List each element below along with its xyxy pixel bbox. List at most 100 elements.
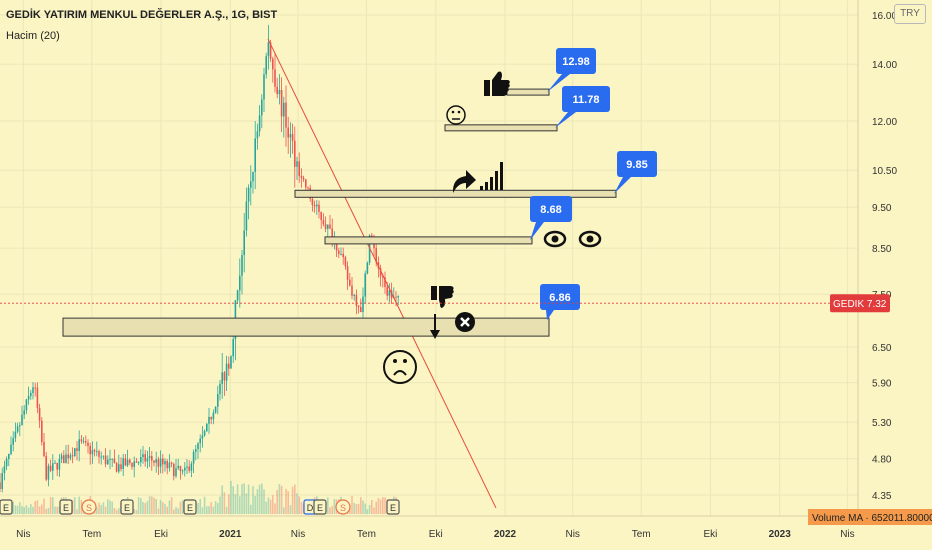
volume-bar bbox=[34, 501, 36, 514]
volume-bar bbox=[100, 504, 102, 514]
y-tick-label: 5.30 bbox=[872, 418, 892, 429]
currency-badge[interactable]: TRY bbox=[894, 4, 926, 24]
candle-body bbox=[342, 253, 344, 258]
candle-body bbox=[360, 307, 362, 312]
x-tick-label: 2021 bbox=[219, 529, 242, 540]
volume-bar bbox=[162, 502, 164, 514]
earnings-marker: E bbox=[120, 499, 134, 515]
candle-body bbox=[206, 423, 208, 432]
volume-bar bbox=[327, 497, 329, 514]
candle-body bbox=[263, 74, 265, 100]
volume-bar bbox=[285, 488, 287, 514]
volume-bar bbox=[331, 506, 333, 514]
candle-body bbox=[305, 179, 307, 188]
candle-body bbox=[111, 458, 113, 460]
candle-body bbox=[34, 387, 36, 389]
x-tick-label: 2022 bbox=[494, 529, 517, 540]
candle-body bbox=[313, 205, 316, 207]
candle-body bbox=[16, 426, 19, 432]
callout-label: 9.85 bbox=[626, 159, 647, 171]
thumbs-up-part bbox=[484, 80, 490, 96]
axis-labels: GEDIK 7.32 Volume MA · 652011.80000 bbox=[0, 294, 932, 525]
volume-bar bbox=[25, 505, 28, 514]
volume-bar bbox=[201, 507, 204, 514]
candle-body bbox=[225, 363, 228, 381]
volume-bar bbox=[159, 500, 162, 514]
candle-body bbox=[186, 466, 188, 468]
candle-body bbox=[258, 115, 261, 132]
candle-body bbox=[364, 273, 366, 297]
earnings-marker: E bbox=[59, 499, 73, 515]
x-tick-label: Eki bbox=[703, 529, 717, 540]
candle-body bbox=[302, 177, 305, 180]
candle-body bbox=[74, 448, 76, 457]
candle-body bbox=[115, 463, 118, 472]
volume-ma-label: Volume MA · 652011.80000 bbox=[812, 513, 932, 524]
marker-shape bbox=[313, 499, 327, 515]
candle-body bbox=[388, 290, 391, 296]
signal-bars-icon bbox=[480, 162, 503, 190]
candle-body bbox=[379, 268, 382, 277]
x-tick-label: Nis bbox=[291, 529, 305, 540]
candle-body bbox=[221, 372, 223, 384]
volume-bar bbox=[362, 500, 364, 514]
close-circle-x bbox=[460, 317, 470, 327]
candle-body bbox=[12, 438, 14, 445]
face-outline bbox=[446, 105, 466, 125]
volume-bar bbox=[16, 505, 19, 514]
volume-bar bbox=[78, 496, 80, 514]
volume-bar bbox=[353, 502, 355, 514]
candle-body bbox=[395, 296, 397, 298]
candle-body bbox=[386, 286, 388, 296]
candle-body bbox=[175, 468, 177, 477]
candle-body bbox=[272, 58, 274, 70]
candle-body bbox=[173, 463, 175, 477]
sad-face-icon bbox=[383, 350, 417, 384]
candle-body bbox=[230, 356, 232, 369]
annotation-icons bbox=[383, 71, 602, 384]
candle-body bbox=[179, 465, 182, 472]
candle-body bbox=[397, 295, 399, 298]
volume-bar bbox=[56, 506, 58, 514]
candle-body bbox=[113, 458, 116, 464]
candle-body bbox=[78, 439, 80, 451]
callout-badge bbox=[562, 86, 610, 112]
callout-pointer bbox=[530, 222, 544, 241]
volume-bar bbox=[177, 508, 179, 514]
volume-bar bbox=[371, 499, 373, 514]
marker-label: E bbox=[187, 503, 193, 513]
candle-body bbox=[344, 257, 347, 267]
zones: 12.98 11.78 9.85 8.68 6.86 bbox=[62, 48, 657, 337]
candle-body bbox=[100, 456, 102, 458]
x-tick-label: Eki bbox=[154, 529, 168, 540]
candle-body bbox=[327, 224, 329, 229]
candle-body bbox=[188, 466, 190, 471]
candle-body bbox=[294, 140, 296, 167]
candle-body bbox=[102, 455, 105, 457]
candle-body bbox=[203, 431, 206, 436]
volume-bar bbox=[21, 506, 23, 514]
candle-body bbox=[153, 460, 155, 463]
x-tick-label: Eki bbox=[429, 529, 443, 540]
volume-bar bbox=[197, 502, 199, 514]
indicator-label[interactable]: Hacim (20) bbox=[6, 30, 60, 42]
volume-bar bbox=[329, 507, 331, 514]
close-circle-icon bbox=[455, 312, 475, 332]
volume-bar bbox=[283, 507, 285, 514]
volume-bar bbox=[41, 504, 43, 514]
volume-bar bbox=[181, 499, 184, 514]
candle-body bbox=[362, 296, 364, 312]
candle-body bbox=[25, 399, 28, 411]
volume-bar bbox=[300, 502, 303, 514]
volume-bar bbox=[221, 485, 223, 514]
candles bbox=[0, 24, 399, 493]
candle-body bbox=[243, 230, 245, 256]
candle-body bbox=[285, 102, 287, 128]
candle-body bbox=[283, 102, 285, 117]
candle-body bbox=[366, 262, 369, 274]
earnings-marker: S bbox=[81, 499, 97, 515]
candle-body bbox=[164, 461, 166, 465]
volume-bar bbox=[54, 506, 56, 514]
